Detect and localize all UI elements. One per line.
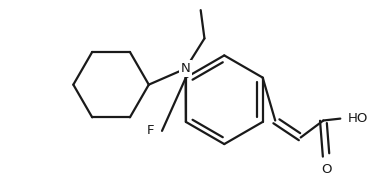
Text: O: O	[321, 163, 332, 176]
Text: N: N	[181, 62, 191, 75]
Text: HO: HO	[348, 112, 368, 125]
Text: F: F	[147, 124, 155, 137]
